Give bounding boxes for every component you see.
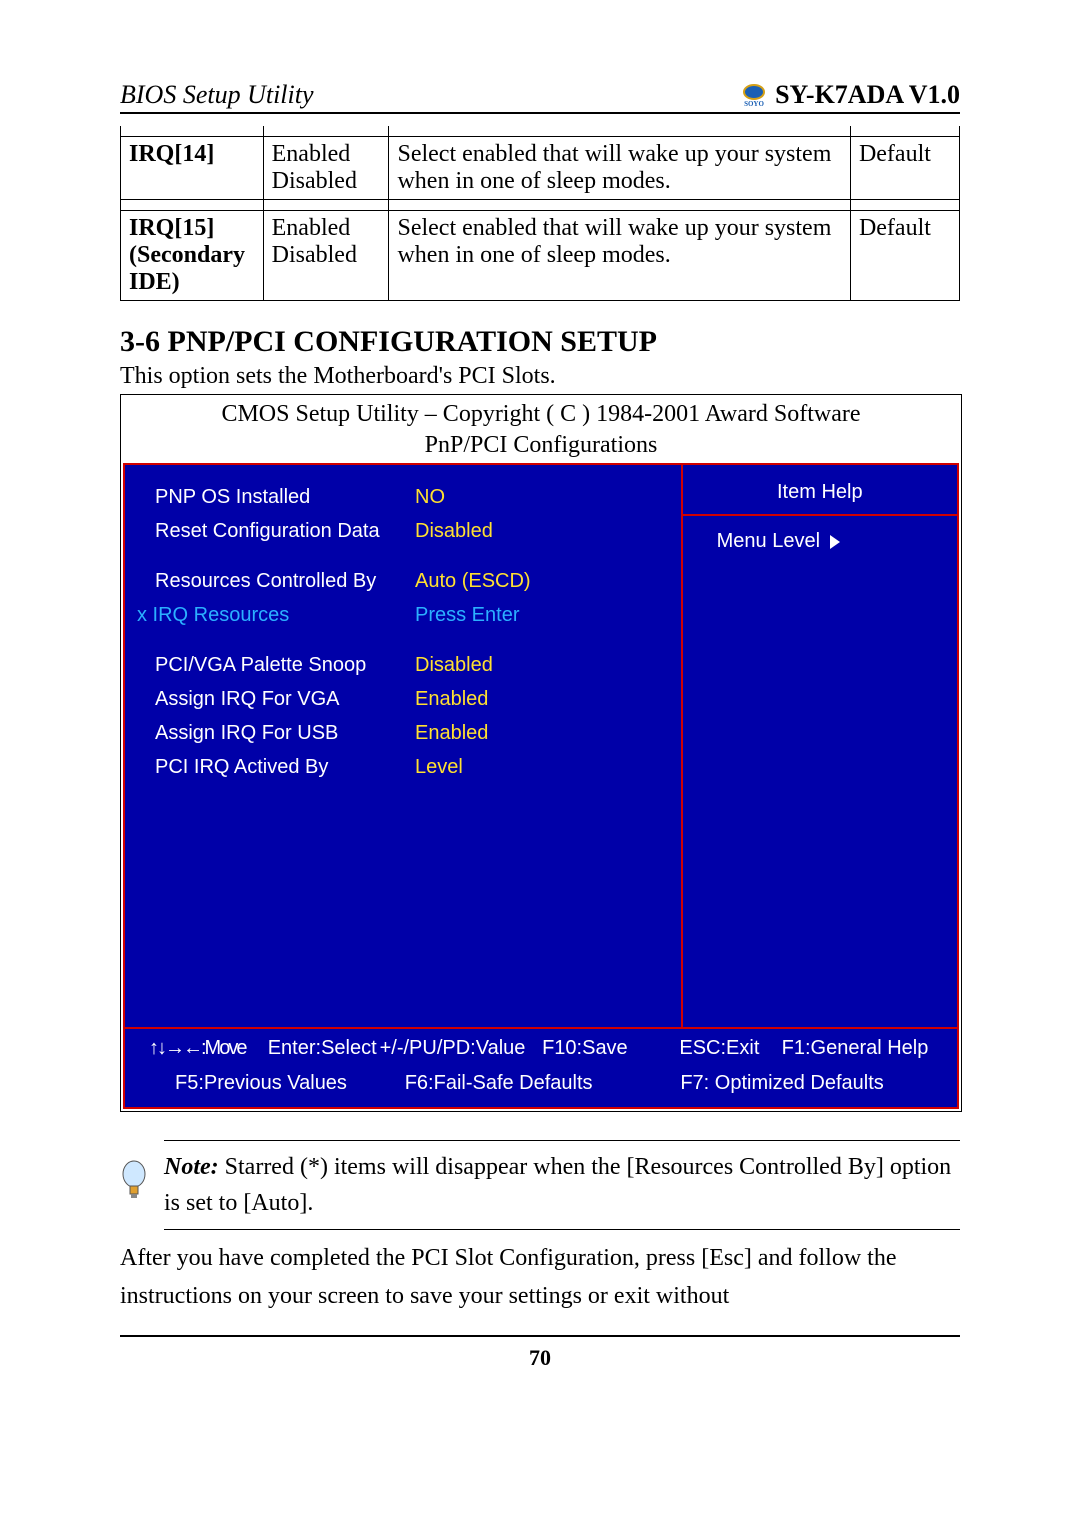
bios-setting-value: Disabled — [415, 651, 493, 679]
bios-setting-row[interactable]: Assign IRQ For VGAEnabled — [155, 685, 663, 713]
page-header: BIOS Setup Utility SOYO SY-K7ADA V1.0 — [120, 80, 960, 114]
bios-right-panel: Item Help Menu Level — [683, 465, 957, 1027]
item-help-title: Item Help — [683, 465, 957, 514]
irq-name: IRQ[14] — [121, 137, 264, 200]
irq-default: Default — [850, 211, 959, 301]
nav-save: F10:Save — [542, 1037, 628, 1059]
bios-setting-label: Assign IRQ For USB — [155, 719, 415, 747]
irq-options: Enabled Disabled — [263, 211, 389, 301]
bios-setting-row[interactable]: PCI IRQ Actived ByLevel — [155, 753, 663, 781]
section-intro: This option sets the Motherboard's PCI S… — [120, 363, 960, 390]
bios-setting-value: Press Enter — [415, 601, 519, 629]
header-left: BIOS Setup Utility — [120, 80, 314, 110]
nav-optimized: F7: Optimized Defaults — [680, 1072, 933, 1095]
chevron-right-icon — [830, 535, 840, 549]
bios-setting-label: Assign IRQ For VGA — [155, 685, 415, 713]
nav-move: ↑↓→←:Move — [149, 1037, 245, 1059]
bios-setting-value: NO — [415, 483, 445, 511]
svg-text:SOYO: SOYO — [744, 100, 764, 108]
irq-default: Default — [850, 137, 959, 200]
bios-box: CMOS Setup Utility – Copyright ( C ) 198… — [120, 394, 962, 1112]
bios-setting-row[interactable]: PCI/VGA Palette SnoopDisabled — [155, 651, 663, 679]
nav-help: F1:General Help — [782, 1037, 929, 1059]
bios-setting-value: Enabled — [415, 685, 488, 713]
menu-level: Menu Level — [683, 514, 957, 1027]
lightbulb-icon — [120, 1160, 148, 1211]
section-heading: 3-6 PNP/PCI CONFIGURATION SETUP — [120, 325, 960, 359]
nav-exit: ESC:Exit — [679, 1037, 759, 1059]
header-right: SOYO SY-K7ADA V1.0 — [739, 80, 960, 110]
irq-table: IRQ[14] Enabled Disabled Select enabled … — [120, 126, 960, 301]
bios-screen: PNP OS InstalledNOReset Configuration Da… — [123, 463, 959, 1109]
bios-setting-row[interactable]: Reset Configuration DataDisabled — [155, 517, 663, 545]
note-text: Note: Starred (*) items will disappear w… — [164, 1140, 960, 1230]
nav-select: Enter:Select — [268, 1037, 377, 1059]
table-row: IRQ[14] Enabled Disabled Select enabled … — [121, 137, 960, 200]
bios-setting-row[interactable]: PNP OS InstalledNO — [155, 483, 663, 511]
bios-setting-label: Resources Controlled By — [155, 567, 415, 595]
bios-setting-value: Level — [415, 753, 463, 781]
irq-name: IRQ[15](SecondaryIDE) — [121, 211, 264, 301]
bios-setting-label: Reset Configuration Data — [155, 517, 415, 545]
after-note-text: After you have completed the PCI Slot Co… — [120, 1240, 960, 1314]
bios-setting-label: PCI/VGA Palette Snoop — [155, 651, 415, 679]
bios-setting-row[interactable]: Resources Controlled ByAuto (ESCD) — [155, 567, 663, 595]
bios-left-panel: PNP OS InstalledNOReset Configuration Da… — [125, 465, 683, 1027]
table-row: IRQ[15](SecondaryIDE) Enabled Disabled S… — [121, 211, 960, 301]
bios-setting-label: x IRQ Resources — [137, 601, 415, 629]
bios-setting-value: Disabled — [415, 517, 493, 545]
page-number: 70 — [120, 1335, 960, 1371]
bios-footer: ↑↓→←:Move Enter:Select +/-/PU/PD:Value F… — [125, 1027, 957, 1107]
nav-prev-values: F5:Previous Values — [175, 1072, 405, 1095]
bios-setting-value: Auto (ESCD) — [415, 567, 531, 595]
irq-desc: Select enabled that will wake up your sy… — [389, 211, 850, 301]
bios-setting-row[interactable]: x IRQ ResourcesPress Enter — [137, 601, 663, 629]
note-block: Note: Starred (*) items will disappear w… — [120, 1140, 960, 1230]
bios-setting-label: PNP OS Installed — [155, 483, 415, 511]
nav-failsafe: F6:Fail-Safe Defaults — [405, 1072, 681, 1095]
bios-title: CMOS Setup Utility – Copyright ( C ) 198… — [121, 395, 961, 463]
brand-logo-icon: SOYO — [739, 82, 769, 108]
bios-setting-label: PCI IRQ Actived By — [155, 753, 415, 781]
bios-setting-row[interactable]: Assign IRQ For USBEnabled — [155, 719, 663, 747]
irq-desc: Select enabled that will wake up your sy… — [389, 137, 850, 200]
bios-setting-value: Enabled — [415, 719, 488, 747]
nav-value: +/-/PU/PD:Value — [380, 1037, 526, 1059]
irq-options: Enabled Disabled — [263, 137, 389, 200]
